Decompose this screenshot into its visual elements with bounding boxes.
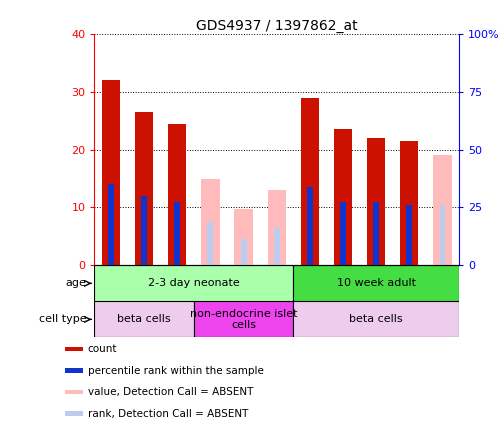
Bar [135,112,153,265]
Bar [293,265,459,301]
Bar [334,129,352,265]
Bar [274,228,280,265]
Text: beta cells: beta cells [349,314,403,324]
Bar [201,179,220,265]
Bar [235,209,252,265]
Bar [168,124,187,265]
Bar [174,202,180,265]
Bar [373,202,379,265]
Bar [102,80,120,265]
Bar [340,202,346,265]
Text: count: count [88,344,117,354]
Bar [65,346,83,351]
Bar [65,368,83,373]
Text: beta cells: beta cells [117,314,171,324]
Text: percentile rank within the sample: percentile rank within the sample [88,365,263,376]
Text: non-endocrine islet
cells: non-endocrine islet cells [190,308,297,330]
Bar [400,141,419,265]
Bar [208,222,214,265]
Text: 2-3 day neonate: 2-3 day neonate [148,278,240,288]
Bar [241,239,247,265]
Bar [367,138,385,265]
Bar [301,98,319,265]
Bar [434,155,452,265]
Bar [94,301,194,338]
Bar [65,412,83,416]
Bar [293,301,459,338]
Bar [108,184,114,265]
Bar [406,205,412,265]
Bar [94,265,293,301]
Text: cell type: cell type [38,314,86,324]
Text: 10 week adult: 10 week adult [337,278,416,288]
Bar [141,196,147,265]
Bar [440,205,446,265]
Text: rank, Detection Call = ABSENT: rank, Detection Call = ABSENT [88,409,248,419]
Text: value, Detection Call = ABSENT: value, Detection Call = ABSENT [88,387,253,397]
Bar [267,190,286,265]
Text: age: age [65,278,86,288]
Bar [194,301,293,338]
Bar [307,187,313,265]
Bar [65,390,83,395]
Title: GDS4937 / 1397862_at: GDS4937 / 1397862_at [196,19,358,33]
